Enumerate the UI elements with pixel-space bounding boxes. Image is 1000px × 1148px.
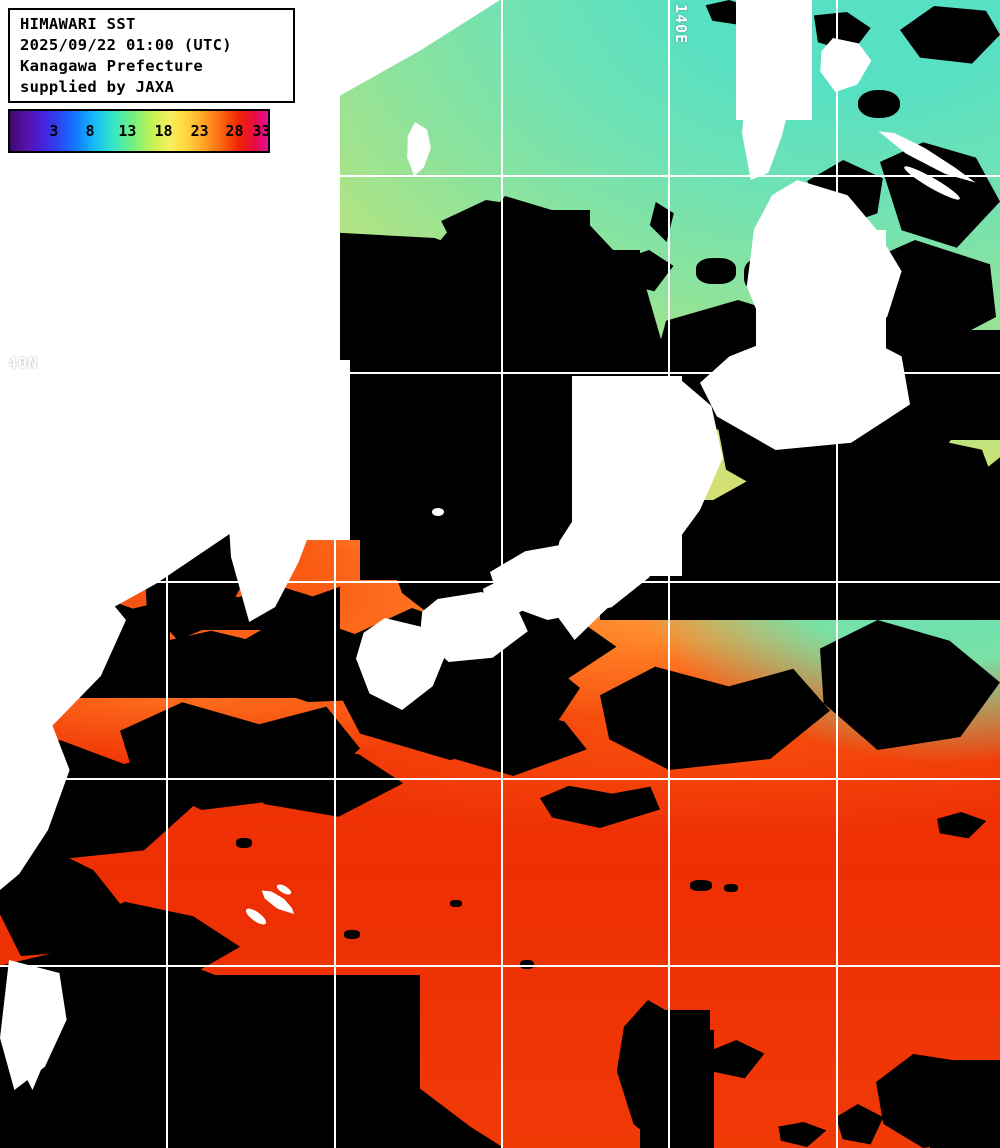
product-title: HIMAWARI SST: [20, 15, 136, 33]
meridian-line: [334, 0, 336, 1148]
parallel-line-40n: [0, 372, 1000, 374]
parallel-line: [0, 778, 1000, 780]
graticule-label-40n: 40N: [8, 354, 39, 372]
parallel-line: [0, 581, 1000, 583]
colorbar-tick: 13: [118, 122, 137, 140]
graticule-label-140e: 140E: [672, 4, 690, 45]
sst-colorbar: 3 8 13 18 23 28 33: [8, 109, 271, 153]
meridian-line-140e: [668, 0, 670, 1148]
meridian-line: [501, 0, 503, 1148]
parallel-line: [0, 175, 1000, 177]
parallel-line: [0, 965, 1000, 967]
colorbar-tick: 23: [190, 122, 209, 140]
meridian-line: [166, 0, 168, 1148]
product-attribution: supplied by JAXA: [20, 78, 175, 96]
colorbar-tick: 18: [154, 122, 173, 140]
product-region: Kanagawa Prefecture: [20, 57, 204, 75]
colorbar-tick: 3: [49, 122, 59, 140]
product-timestamp: 2025/09/22 01:00 (UTC): [20, 36, 232, 54]
sst-colorbar-tick-group: 3 8 13 18 23 28 33: [10, 111, 271, 151]
meridian-line: [836, 0, 838, 1148]
colorbar-tick: 8: [85, 122, 95, 140]
product-info-box: HIMAWARI SST 2025/09/22 01:00 (UTC) Kana…: [8, 8, 295, 103]
colorbar-tick: 28: [225, 122, 244, 140]
sst-colorbar-gradient: [10, 111, 268, 151]
colorbar-tick: 33: [252, 122, 271, 140]
